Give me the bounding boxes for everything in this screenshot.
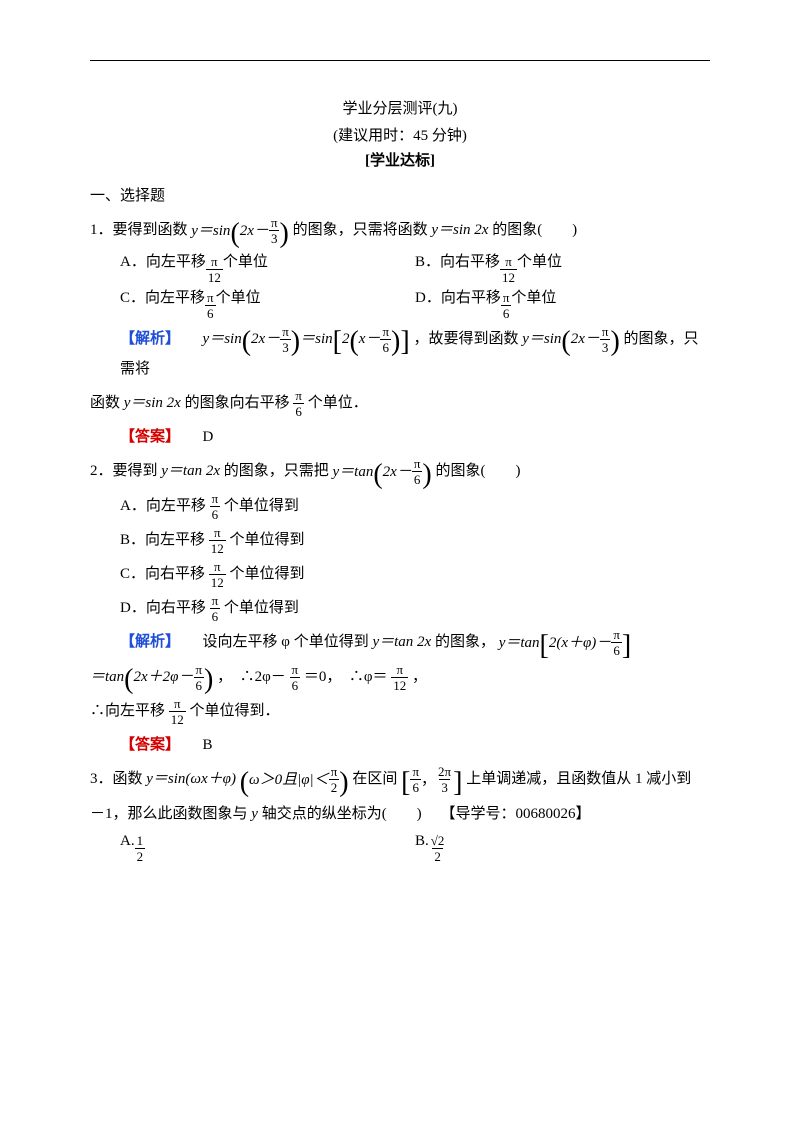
top-rule <box>90 60 710 61</box>
q3-ref: 【导学号：00680026】 <box>440 806 590 822</box>
q2-answer: 【答案】 B <box>90 730 710 760</box>
q3-opt-row-1: A. 12 B. √22 <box>90 833 710 863</box>
q2-opt-B: B．向左平移 π12 个单位得到 <box>90 525 710 555</box>
answer-label: 【答案】 <box>120 429 180 445</box>
q1-eq2: y＝sin 2x <box>431 222 488 238</box>
q1-mid: 的图象，只需将函数 <box>293 222 432 238</box>
q2-analysis-line1: 【解析】 设向左平移 φ 个单位得到 y＝tan 2x 的图象， y＝tan [… <box>90 627 710 658</box>
q1-answer-value: D <box>203 429 214 445</box>
q1-analysis-eq: y＝sin ( 2x－ π3 ) ＝sin [ 2 ( x－ π6 ) ] <box>203 324 410 354</box>
section-tag: [学业达标] <box>90 149 710 170</box>
q1-opt-A: A．向左平移 π12 个单位 <box>120 250 415 284</box>
q2-analysis-line2: ＝tan ( 2x＋2φ－ π6 ) ， ∴2φ－ π6 ＝0， ∴φ＝ π12… <box>90 662 710 693</box>
q1-opt-B: B．向右平移 π12 个单位 <box>415 250 710 284</box>
q1-analysis-line1: 【解析】 y＝sin ( 2x－ π3 ) ＝sin [ 2 ( x－ π6 )… <box>90 324 710 385</box>
q1-opt-D: D．向右平移 π6 个单位 <box>415 286 710 320</box>
q2-opt-A: A．向左平移 π6 个单位得到 <box>90 491 710 521</box>
q3-stem-line1: 3．函数 y＝sin(ωx＋φ) ( ω＞0且|φ|＜ π2 ) 在区间 [ π… <box>90 764 710 795</box>
q1-prefix: 1．要得到函数 <box>90 222 191 238</box>
analysis-label: 【解析】 <box>120 634 180 650</box>
q1-opt-row-1: A．向左平移 π12 个单位 B．向右平移 π12 个单位 <box>90 250 710 284</box>
q2-stem: 2．要得到 y＝tan 2x 的图象，只需把 y＝tan ( 2x－ π6 ) … <box>90 456 710 487</box>
answer-label: 【答案】 <box>120 737 180 753</box>
q2-opt-D: D．向右平移 π6 个单位得到 <box>90 593 710 623</box>
page: 学业分层测评(九) (建议用时：45 分钟) [学业达标] 一、选择题 1．要得… <box>0 0 800 1132</box>
q1-opt-C: C．向左平移 π6 个单位 <box>120 286 415 320</box>
q1-analysis-line2: 函数 y＝sin 2x 的图象向右平移 π6 个单位． <box>90 388 710 418</box>
time-note: (建议用时：45 分钟) <box>90 124 710 145</box>
q2-answer-value: B <box>203 737 213 753</box>
q2-analysis-line3: ∴向左平移 π12 个单位得到． <box>90 696 710 726</box>
q1-suffix: 的图象( ) <box>492 222 577 238</box>
section-heading: 一、选择题 <box>90 184 710 205</box>
q1-eq1: y＝sin ( 2x－ π3 ) <box>191 216 289 246</box>
analysis-label: 【解析】 <box>120 331 180 347</box>
q2-opt-C: C．向右平移 π12 个单位得到 <box>90 559 710 589</box>
q1-stem: 1．要得到函数 y＝sin ( 2x－ π3 ) 的图象，只需将函数 y＝sin… <box>90 215 710 246</box>
q3-opt-B: B. √22 <box>415 833 710 863</box>
q3-stem-line2: －1，那么此函数图象与 y 轴交点的纵坐标为( ) 【导学号：00680026】 <box>90 799 710 829</box>
q3-opt-A: A. 12 <box>120 833 415 863</box>
doc-title: 学业分层测评(九) <box>90 97 710 118</box>
q1-answer: 【答案】 D <box>90 422 710 452</box>
q1-opt-row-2: C．向左平移 π6 个单位 D．向右平移 π6 个单位 <box>90 286 710 320</box>
